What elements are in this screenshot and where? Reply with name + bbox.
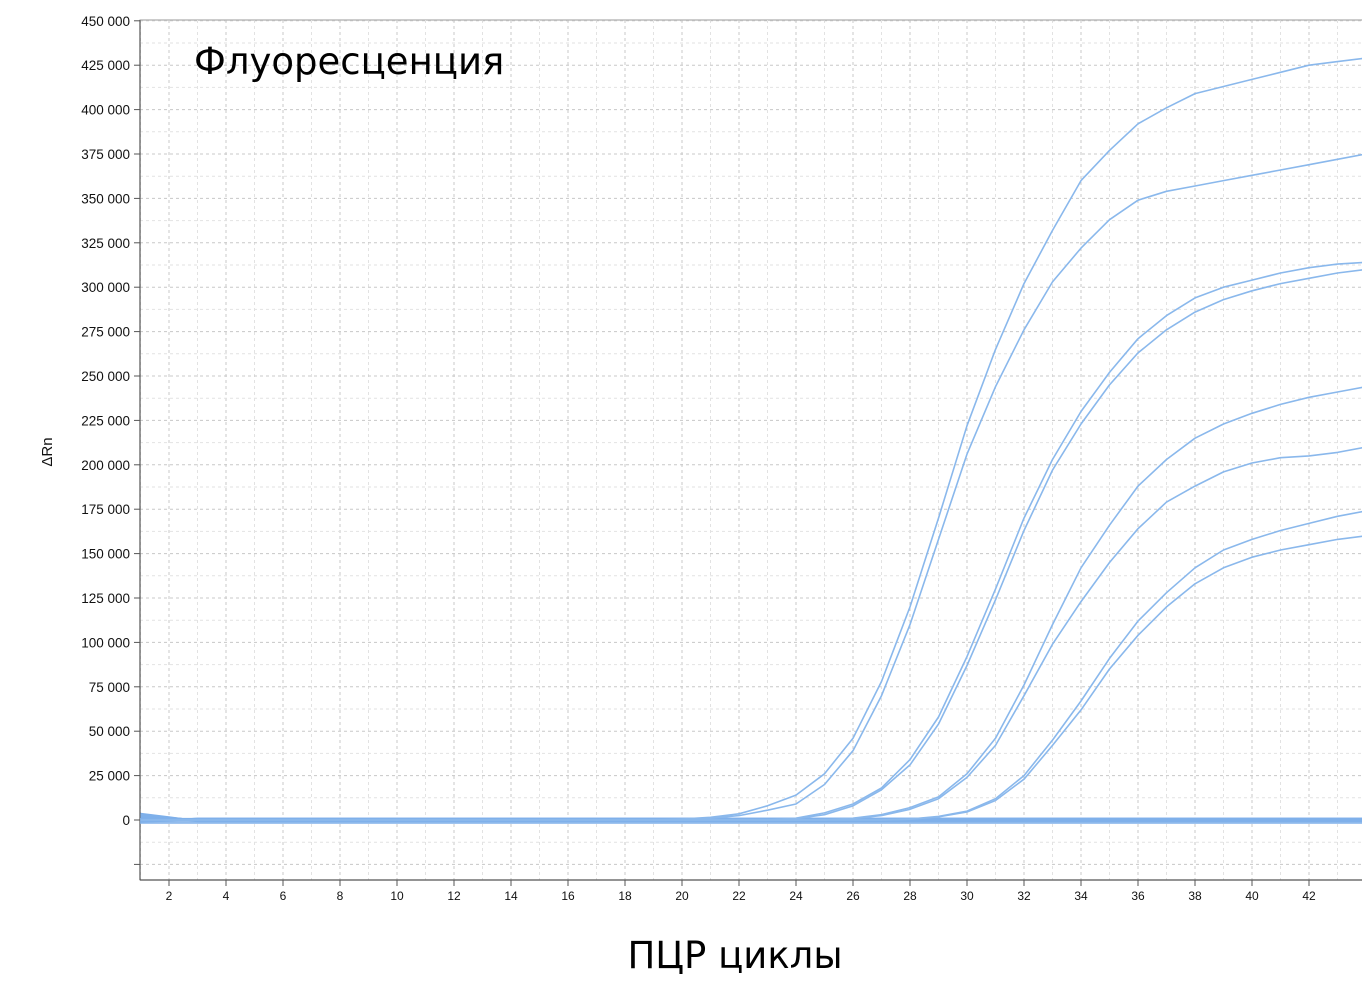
x-tick-label: 2	[166, 889, 173, 903]
x-tick-label: 42	[1302, 889, 1316, 903]
y-tick-label: 450 000	[81, 14, 130, 29]
x-tick-label: 16	[561, 889, 575, 903]
x-tick-label: 36	[1131, 889, 1145, 903]
x-tick-label: 26	[846, 889, 860, 903]
y-tick-labels: 0 25 000 50 000 75 000 100 000 125 000 150 000…	[81, 14, 130, 828]
y-tick-label: 0	[122, 813, 130, 828]
x-tick-label: 8	[337, 889, 344, 903]
x-tick-label: 22	[732, 889, 746, 903]
y-tick-label: 175 000	[81, 502, 130, 517]
y-tick-label: 275 000	[81, 325, 130, 340]
x-tick-label: 30	[960, 889, 974, 903]
y-tick-label: 425 000	[81, 58, 130, 73]
y-tick-label: 350 000	[81, 191, 130, 206]
y-tick-label: 400 000	[81, 103, 130, 118]
x-tick-label: 20	[675, 889, 689, 903]
x-tick-label: 28	[903, 889, 917, 903]
x-tick-label: 18	[618, 889, 632, 903]
amplification-curve-8	[140, 535, 1362, 821]
baseline-band	[140, 817, 1362, 824]
y-tick-label: 75 000	[89, 680, 130, 695]
y-tick-label: 200 000	[81, 458, 130, 473]
y-tick-label: 225 000	[81, 413, 130, 428]
y-tick-label: 100 000	[81, 635, 130, 650]
x-tick-label: 14	[504, 889, 518, 903]
y-tick-label: 375 000	[81, 147, 130, 162]
chart-title: Флуоресценция	[194, 40, 505, 83]
x-axis-title: ПЦР циклы	[627, 934, 843, 977]
y-tick-label: 300 000	[81, 280, 130, 295]
x-tick-labels: 246810121416182022242628303234363840424	[166, 889, 1316, 903]
plot-area	[139, 19, 1362, 881]
y-tick-label: 25 000	[89, 769, 130, 784]
x-tick-label: 32	[1017, 889, 1031, 903]
x-tick-label: 10	[390, 889, 404, 903]
x-tick-label: 38	[1188, 889, 1202, 903]
axes	[134, 20, 1362, 886]
x-tick-label: 40	[1245, 889, 1259, 903]
y-tick-label: 50 000	[89, 724, 130, 739]
y-tick-label: 250 000	[81, 369, 130, 384]
y-tick-label: 125 000	[81, 591, 130, 606]
x-tick-label: 12	[447, 889, 461, 903]
y-axis-label: ΔRn	[39, 437, 56, 466]
x-tick-label: 4	[223, 889, 230, 903]
amplification-curves	[140, 57, 1362, 821]
x-tick-label: 34	[1074, 889, 1088, 903]
x-tick-label: 24	[789, 889, 803, 903]
y-tick-label: 150 000	[81, 547, 130, 562]
y-tick-label: 325 000	[81, 236, 130, 251]
x-tick-label: 6	[280, 889, 287, 903]
